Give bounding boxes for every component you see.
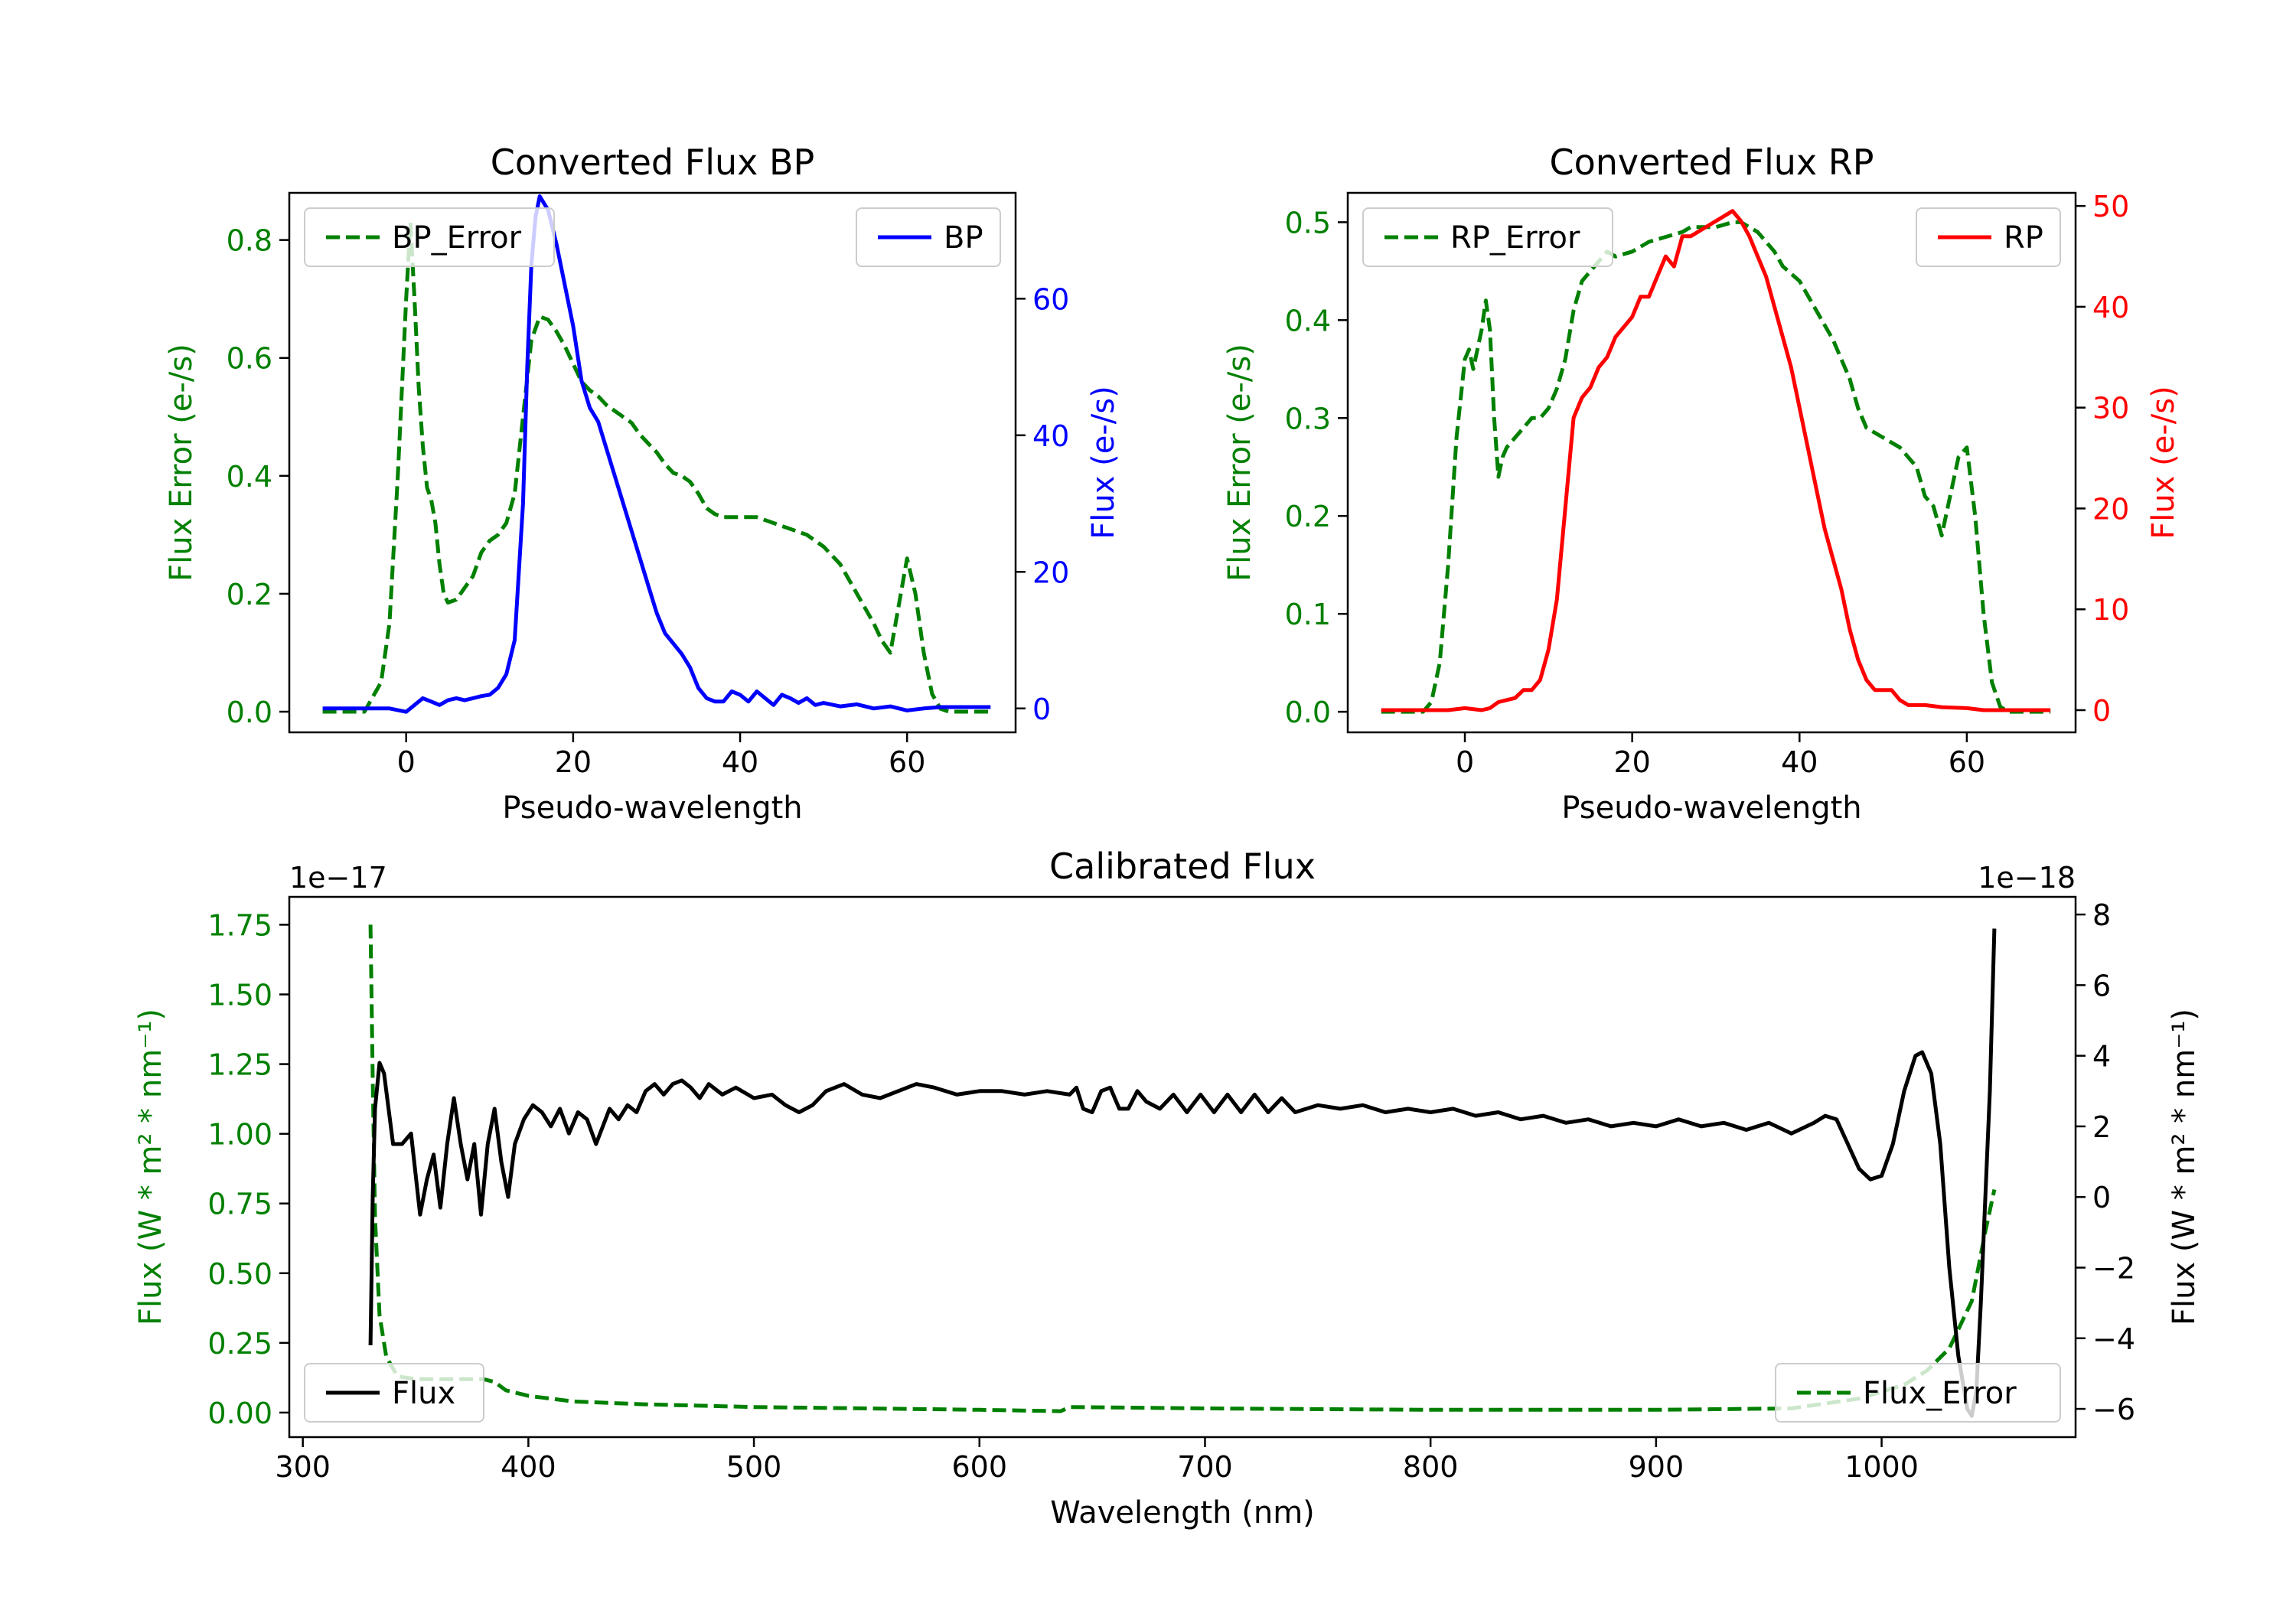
right-tick-label: −6 — [2092, 1393, 2135, 1426]
legend-flux: Flux — [304, 1363, 484, 1423]
chart-title: Converted Flux RP — [1550, 142, 1874, 183]
right-tick-label: 20 — [2092, 492, 2129, 526]
right-tick-label: 40 — [1032, 419, 1069, 453]
right-tick-label: −2 — [2092, 1252, 2135, 1286]
legend-label: Flux_Error — [1863, 1376, 2017, 1411]
right-axis-label: Flux (W * m² * nm⁻¹) — [2167, 1009, 2202, 1325]
series-line-flux — [368, 928, 1997, 1418]
right-tick-label: −4 — [2092, 1322, 2135, 1356]
x-tick-label: 1000 — [1844, 1450, 1919, 1484]
left-axis-label: Flux (W * m² * nm⁻¹) — [133, 1009, 168, 1325]
legend-rp-error: RP_Error — [1362, 207, 1613, 267]
x-tick-label: 600 — [952, 1450, 1008, 1484]
legend-label: Flux — [392, 1376, 455, 1411]
legend-label: RP_Error — [1450, 220, 1580, 256]
right-tick-label: 2 — [2092, 1110, 2111, 1144]
series-line-bp — [322, 194, 991, 714]
plot-frame — [288, 191, 1017, 734]
legend-label: BP — [944, 220, 983, 256]
legend-box — [1775, 1363, 2061, 1423]
x-tick-label: 300 — [275, 1450, 331, 1484]
chart-title: Calibrated Flux — [1049, 846, 1316, 887]
chart-title: Converted Flux BP — [491, 142, 815, 183]
x-axis-label: Pseudo-wavelength — [1561, 790, 1861, 826]
x-axis-label: Pseudo-wavelength — [502, 790, 802, 826]
x-tick-label: 60 — [889, 745, 925, 779]
left-tick-label: 1.00 — [207, 1118, 272, 1152]
plot-frame — [1346, 191, 2077, 734]
x-tick-label: 40 — [1781, 745, 1818, 779]
right-tick-label: 30 — [2092, 392, 2129, 425]
legend-label: RP — [2004, 220, 2043, 256]
left-axis-label: Flux Error (e-/s) — [1222, 344, 1257, 582]
right-tick-label: 50 — [2092, 190, 2129, 223]
x-axis-label: Wavelength (nm) — [1050, 1495, 1315, 1530]
legend-box — [1362, 207, 1613, 267]
x-tick-label: 500 — [726, 1450, 782, 1484]
x-tick-label: 700 — [1177, 1450, 1233, 1484]
x-tick-label: 800 — [1403, 1450, 1459, 1484]
legend-box — [304, 207, 555, 267]
x-tick-label: 20 — [1613, 745, 1650, 779]
right-tick-label: 6 — [2092, 969, 2111, 1002]
right-tick-label: 10 — [2092, 593, 2129, 627]
left-tick-label: 1.50 — [207, 979, 272, 1012]
left-tick-label: 0.50 — [207, 1257, 272, 1291]
x-tick-label: 0 — [1456, 745, 1474, 779]
right-axis-label: Flux (e-/s) — [2146, 386, 2181, 539]
left-tick-label: 0.75 — [207, 1188, 272, 1221]
left-tick-label: 0.0 — [1285, 696, 1331, 729]
chart-cal: 300 400 500 600 700 800 900 1000 0.00 0.25 0.50 0.7… — [133, 846, 2202, 1530]
right-tick-label: 0 — [2092, 1181, 2111, 1214]
left-tick-label: 1.75 — [207, 908, 272, 942]
left-tick-label: 0.1 — [1285, 598, 1331, 631]
right-offset-text: 1e−18 — [1978, 861, 2076, 895]
left-offset-text: 1e−17 — [289, 861, 387, 895]
series-line-flux-error — [368, 924, 1997, 1413]
right-tick-label: 8 — [2092, 898, 2111, 932]
legend-bp-error: BP_Error — [304, 207, 555, 267]
legend-label: BP_Error — [392, 220, 522, 256]
series-line-rp — [1381, 209, 2051, 712]
left-tick-label: 0.00 — [207, 1397, 272, 1430]
series-line-rp-error — [1381, 220, 2051, 714]
left-tick-label: 0.4 — [227, 460, 272, 494]
left-tick-label: 0.6 — [227, 342, 272, 376]
right-tick-label: 0 — [1032, 693, 1051, 726]
left-tick-label: 0.25 — [207, 1327, 272, 1361]
legend-flux-error: Flux_Error — [1775, 1363, 2061, 1423]
left-tick-label: 1.25 — [207, 1048, 272, 1082]
x-tick-label: 0 — [397, 745, 416, 779]
left-tick-label: 0.2 — [227, 578, 272, 611]
left-tick-label: 0.8 — [227, 224, 272, 258]
left-tick-label: 0.3 — [1285, 402, 1331, 435]
plot-frame — [288, 895, 2077, 1439]
legend-rp: RP — [1916, 207, 2061, 267]
chart-bp: 0 20 40 60 0.0 0.2 0.4 0.6 0.8 0 20 40 60 Converted F… — [164, 142, 1121, 826]
legend-box — [304, 1363, 484, 1423]
x-tick-label: 400 — [501, 1450, 556, 1484]
chart-rp: 0 20 40 60 0.0 0.1 0.2 0.3 0.4 0.5 0 10 20 30 40 50 Conv… — [1222, 142, 2181, 826]
x-tick-label: 20 — [555, 745, 592, 779]
left-tick-label: 0.2 — [1285, 500, 1331, 533]
right-tick-label: 20 — [1032, 556, 1069, 589]
right-tick-label: 0 — [2092, 694, 2111, 728]
right-tick-label: 4 — [2092, 1040, 2111, 1074]
left-tick-label: 0.5 — [1285, 206, 1331, 240]
x-tick-label: 60 — [1949, 745, 1985, 779]
legend-bp: BP — [856, 207, 1001, 267]
series-line-bp-error — [322, 220, 991, 714]
left-tick-label: 0.4 — [1285, 304, 1331, 337]
right-tick-label: 60 — [1032, 282, 1069, 316]
right-tick-label: 40 — [2092, 291, 2129, 324]
left-axis-label: Flux Error (e-/s) — [164, 344, 199, 582]
x-tick-label: 40 — [722, 745, 758, 779]
x-tick-label: 900 — [1629, 1450, 1684, 1484]
left-tick-label: 0.0 — [227, 696, 272, 729]
right-axis-label: Flux (e-/s) — [1086, 386, 1121, 539]
